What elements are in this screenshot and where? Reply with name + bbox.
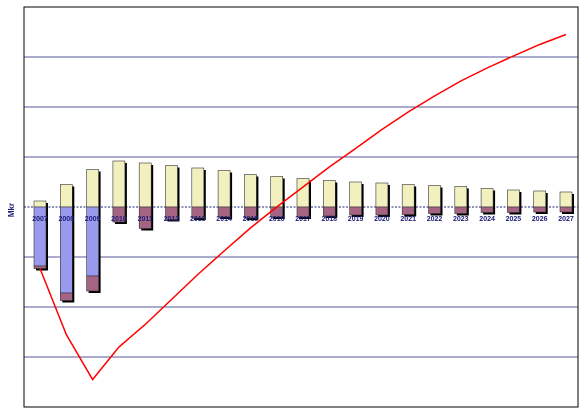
x-tick-label: 2015 — [243, 216, 259, 223]
x-tick-label: 2007 — [32, 216, 48, 223]
x-tick-label: 2011 — [138, 216, 153, 223]
line-series-0 — [39, 33, 567, 381]
x-tick-label: 2014 — [216, 216, 232, 223]
x-tick-label: 2022 — [427, 216, 443, 223]
x-tick-label: 2020 — [374, 216, 390, 223]
x-tick-label: 2016 — [269, 216, 285, 223]
bar-2017-series-0 — [296, 178, 310, 208]
x-tick-label: 2024 — [479, 216, 495, 223]
bar-2018-series-0 — [322, 180, 336, 208]
x-tick-labels: 2007 2008 2009 2010 2011 2012 2013 2014 2015 2016… — [32, 216, 574, 223]
bar-2027-series-2 — [559, 206, 573, 213]
bar-2011-series-0 — [138, 162, 152, 208]
bar-2022-series-0 — [428, 185, 441, 208]
bar-2011-series-2 — [138, 206, 152, 229]
bar-2019-series-2 — [349, 206, 362, 216]
bar-2013-series-0 — [191, 167, 205, 208]
bar-2012-series-0 — [165, 165, 178, 208]
bar-2023-series-2 — [454, 206, 468, 214]
bar-2020-series-0 — [375, 182, 389, 208]
bar-2023-series-0 — [454, 186, 468, 208]
x-tick-label: 2012 — [164, 216, 180, 223]
x-tick-label: 2018 — [322, 216, 338, 223]
bar-2026-series-0 — [533, 190, 547, 208]
bar-2019-series-0 — [349, 181, 362, 208]
bar-2018-series-2 — [322, 206, 336, 217]
x-tick-label: 2025 — [506, 216, 522, 223]
bar-2010-series-2 — [112, 206, 126, 223]
bar-2025-series-2 — [507, 206, 520, 213]
bar-2008-series-0 — [59, 184, 73, 208]
x-tick-label: 2013 — [190, 216, 206, 223]
grid-lines — [24, 56, 578, 358]
bar-2015-series-2 — [244, 206, 257, 219]
x-tick-label: 2017 — [295, 216, 311, 223]
bar-2016-series-0 — [270, 176, 284, 208]
bar-2009-series-2 — [86, 275, 99, 292]
bar-2008-series-2 — [59, 292, 73, 301]
x-tick-label: 2021 — [400, 216, 416, 223]
bar-2012-series-2 — [165, 206, 178, 220]
bar-2014-series-0 — [217, 170, 231, 208]
bar-2025-series-0 — [507, 189, 520, 208]
bar-2021-series-2 — [401, 206, 415, 215]
bar-2017-series-2 — [296, 206, 310, 218]
bar-shadow — [36, 268, 48, 271]
y-axis-label: Mkr — [7, 203, 16, 217]
bar-2026-series-2 — [533, 206, 547, 213]
bar-2014-series-2 — [217, 206, 231, 218]
bar-2013-series-2 — [191, 206, 205, 219]
bar-2007-series-2 — [33, 265, 47, 269]
bar-2024-series-2 — [480, 206, 494, 213]
x-tick-label: 2010 — [111, 216, 127, 223]
bar-2015-series-0 — [244, 174, 257, 208]
bar-2027-series-0 — [559, 191, 573, 208]
bar-2021-series-0 — [401, 184, 415, 208]
x-tick-label: 2019 — [348, 216, 364, 223]
x-tick-label: 2008 — [59, 216, 75, 223]
x-tick-label: 2009 — [85, 216, 101, 223]
bar-2022-series-2 — [428, 206, 441, 214]
x-tick-label: 2023 — [453, 216, 469, 223]
x-tick-label: 2027 — [558, 216, 574, 223]
bar-2007-series-0 — [33, 200, 47, 208]
line-layer — [39, 33, 567, 381]
x-tick-label: 2026 — [532, 216, 548, 223]
bar-2024-series-0 — [480, 188, 494, 208]
bar-2010-series-0 — [112, 160, 126, 208]
bar-2009-series-0 — [86, 169, 99, 208]
bar-2020-series-2 — [375, 206, 389, 216]
